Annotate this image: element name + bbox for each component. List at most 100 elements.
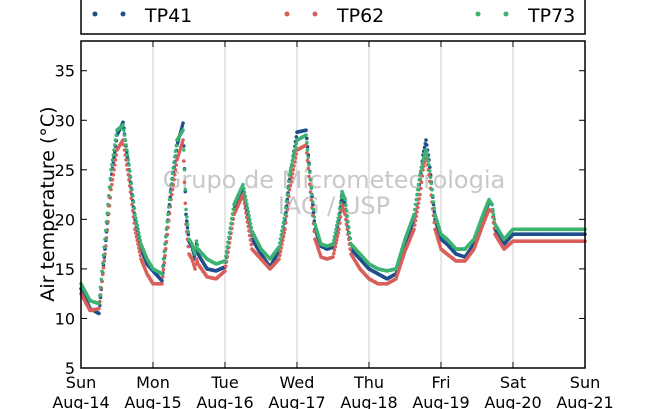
data-point <box>126 173 131 177</box>
data-point <box>427 163 431 167</box>
data-point <box>288 183 293 188</box>
data-point <box>335 223 339 228</box>
data-point <box>181 128 185 132</box>
data-point <box>419 180 424 184</box>
data-point <box>193 252 197 256</box>
data-point <box>416 182 421 187</box>
data-point <box>283 212 287 217</box>
data-point <box>284 206 288 210</box>
data-point <box>167 197 172 202</box>
legend-label-tp62: TP62 <box>336 5 384 27</box>
data-point <box>243 194 248 199</box>
data-point <box>282 231 287 235</box>
data-point <box>228 226 233 230</box>
data-point <box>338 206 342 211</box>
data-point <box>249 242 254 247</box>
data-point <box>107 194 111 198</box>
data-point <box>174 163 179 167</box>
data-point <box>123 138 128 142</box>
data-point <box>309 185 314 189</box>
x-tick-label-date: Aug-17 <box>268 393 325 409</box>
data-point <box>305 151 309 155</box>
data-point <box>305 136 309 141</box>
data-point <box>101 272 105 277</box>
data-point <box>185 222 190 227</box>
y-tick-label: 20 <box>55 210 75 229</box>
data-point <box>431 194 435 198</box>
data-point <box>124 143 128 147</box>
data-point <box>102 245 107 249</box>
x-tick-label-date: Aug-20 <box>484 393 541 409</box>
data-point <box>281 220 286 225</box>
data-point <box>132 206 137 210</box>
data-point <box>425 143 429 147</box>
data-point <box>125 153 130 157</box>
data-point <box>417 197 422 201</box>
data-point <box>307 174 311 179</box>
data-point <box>284 199 289 203</box>
data-point <box>113 158 118 162</box>
data-point <box>424 148 428 152</box>
data-point <box>416 205 420 210</box>
watermark-line-1: Grupo de Micrometeorologia <box>163 166 505 194</box>
data-point <box>335 237 339 242</box>
legend-frame <box>80 0 586 35</box>
data-point <box>334 227 338 232</box>
x-tick-label-day: Fri <box>431 373 450 392</box>
data-point <box>338 201 343 205</box>
plot-frame <box>80 40 586 369</box>
data-point <box>130 187 134 192</box>
data-point <box>287 179 291 184</box>
data-point <box>304 133 308 137</box>
data-point <box>134 220 139 224</box>
data-point <box>310 192 314 197</box>
data-point <box>170 177 174 181</box>
legend-label-tp73: TP73 <box>527 5 575 27</box>
data-point <box>332 251 336 256</box>
data-point <box>283 227 287 232</box>
y-tick-label: 25 <box>55 161 75 180</box>
data-point <box>183 187 188 192</box>
data-point <box>344 208 349 213</box>
data-point <box>344 217 348 222</box>
data-point <box>337 227 341 232</box>
data-point <box>419 169 423 173</box>
data-point <box>135 223 140 228</box>
legend-marker <box>120 11 126 17</box>
data-point <box>413 223 417 227</box>
data-point <box>331 255 335 259</box>
x-tick-label-day: Mon <box>136 373 170 392</box>
legend: TP41 TP62 TP73 <box>80 0 586 35</box>
data-point <box>194 239 199 243</box>
data-point <box>491 212 496 217</box>
data-point <box>248 221 253 226</box>
data-point <box>195 243 200 247</box>
data-point <box>347 231 352 235</box>
data-point <box>290 162 294 167</box>
data-point <box>121 120 125 125</box>
data-point <box>181 121 185 125</box>
data-point <box>425 151 429 156</box>
watermark-line-2: IAG / USP <box>278 192 390 220</box>
y-tick-label: 15 <box>55 260 75 279</box>
data-point <box>335 234 340 238</box>
y-axis-label: Air temperature (°C) <box>37 106 59 301</box>
data-point <box>417 177 422 182</box>
data-point <box>281 224 285 229</box>
data-point <box>134 234 139 239</box>
data-point <box>247 213 251 218</box>
data-point <box>348 236 353 241</box>
data-point <box>290 159 295 163</box>
data-point <box>229 221 233 226</box>
data-point <box>225 245 230 249</box>
data-point <box>127 163 131 167</box>
data-point <box>111 173 116 177</box>
data-point <box>289 166 293 170</box>
data-point <box>306 166 311 171</box>
data-point <box>311 202 315 207</box>
x-tick-label-day: Thu <box>353 373 384 392</box>
data-point <box>308 182 312 187</box>
data-point <box>305 140 309 145</box>
data-point <box>278 249 283 254</box>
data-point <box>333 231 338 235</box>
